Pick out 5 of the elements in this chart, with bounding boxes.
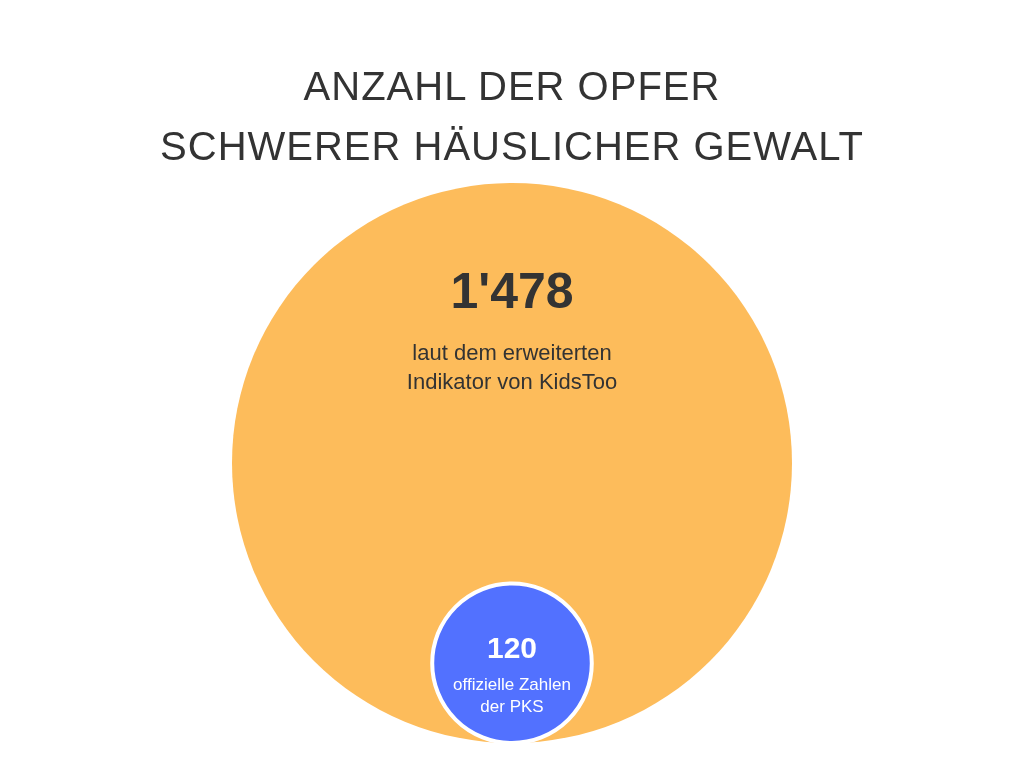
- category-label: laut dem erweiterten Indikator von KidsToo: [406, 340, 618, 394]
- text: ANZAHL DER OPFER SCHWERER HÄUSLICHER GEWALT: [160, 64, 864, 168]
- data-label: 120: [486, 631, 538, 665]
- data-label: 1'478: [450, 263, 574, 319]
- category-label: offizielle Zahlen der PKS: [453, 675, 571, 717]
